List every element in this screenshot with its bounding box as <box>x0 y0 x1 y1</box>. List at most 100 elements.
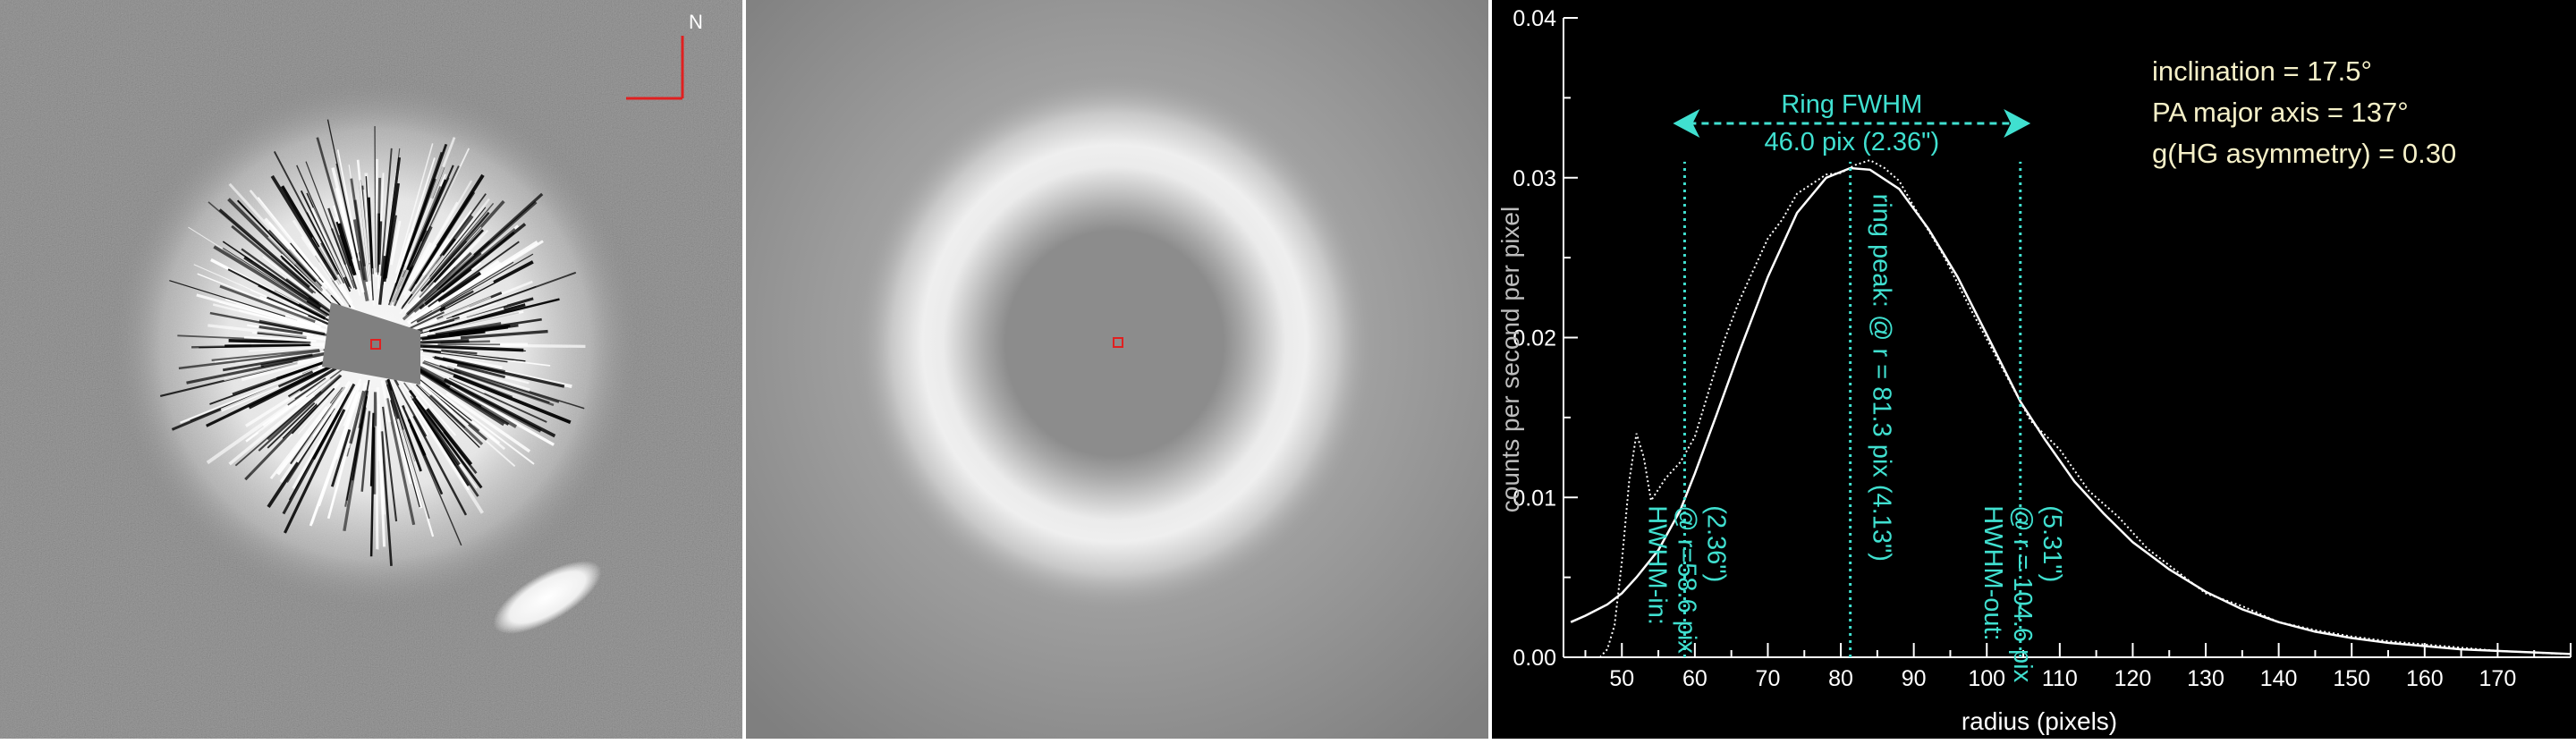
speckle-streak <box>419 378 472 422</box>
speckle-streak <box>335 187 359 268</box>
speckle-streak <box>422 307 504 333</box>
speckle-streak <box>270 174 338 282</box>
speckle-streak <box>386 398 416 526</box>
speckle-streak <box>428 298 560 333</box>
speckle-streak <box>456 363 506 379</box>
speckle-streak <box>268 229 323 287</box>
speckle-streak <box>291 387 335 435</box>
background-galaxy <box>493 561 602 634</box>
speckle-streak <box>267 402 316 449</box>
speckle-streak <box>407 244 437 291</box>
speckle-streak <box>442 355 503 370</box>
speckle-streak <box>236 199 317 283</box>
speckle-streak <box>241 356 326 382</box>
speckle-streak <box>411 261 514 325</box>
speckle-streak <box>330 429 352 487</box>
speckle-streak <box>419 366 542 433</box>
speckle-streak <box>399 275 430 315</box>
speckle-streak <box>377 221 383 265</box>
x-tick-label: 90 <box>1902 666 1927 691</box>
speckle-streak <box>407 241 433 284</box>
marker-label: @ r=58.6 pix <box>1672 505 1700 654</box>
speckle-streak <box>460 329 548 340</box>
speckle-streak <box>369 412 375 486</box>
y-tick-label: 0.02 <box>1513 326 1556 351</box>
speckle-streak <box>382 406 398 522</box>
speckle-streak <box>208 324 327 341</box>
x-axis-label: radius (pixels) <box>1962 707 2117 735</box>
speckle-streak <box>386 378 422 472</box>
speckle-streak <box>394 378 428 437</box>
speckle-streak <box>411 397 461 466</box>
speckle-streak <box>415 368 505 427</box>
speckle-streak <box>292 219 333 279</box>
speckle-streak <box>258 325 303 335</box>
marker-label: @ r = 104.6 pix <box>2008 505 2037 682</box>
speckle-streak <box>343 383 361 427</box>
fwhm-title: Ring FWHM <box>1781 90 1922 119</box>
speckle-streak <box>224 355 326 382</box>
speckle-streak <box>424 223 527 306</box>
speckle-streak <box>376 387 386 515</box>
speckle-streak <box>312 383 356 461</box>
speckle-streak <box>407 418 427 456</box>
speckle-streak <box>428 394 484 446</box>
x-tick-label: 60 <box>1682 666 1707 691</box>
speckle-streak <box>316 137 353 260</box>
speckle-streak <box>352 219 367 281</box>
speckle-streak <box>378 256 387 305</box>
speckle-streak <box>419 211 490 292</box>
speckle-streak <box>435 377 518 428</box>
speckle-streak <box>209 358 335 405</box>
speckle-streak <box>449 385 555 446</box>
speckle-streak <box>380 431 393 566</box>
speckle-streak <box>275 402 333 476</box>
speckle-streak <box>258 375 343 452</box>
speckle-streak <box>243 256 322 309</box>
fwhm-arrow-right <box>2004 108 2031 138</box>
speckle-streak <box>394 266 413 300</box>
speckle-streak <box>211 349 320 361</box>
speckle-streak <box>440 351 551 367</box>
speckle-streak <box>390 220 402 266</box>
model-parameters: inclination = 17.5° PA major axis = 137°… <box>2152 55 2456 169</box>
speckle-streak <box>448 325 509 337</box>
speckle-streak <box>390 269 410 308</box>
marker-label: HWHM-out: <box>1979 505 2007 640</box>
model-profile-line <box>1570 166 2572 655</box>
speckle-streak <box>408 173 485 292</box>
speckle-streak <box>383 182 400 283</box>
speckle-streak <box>327 207 358 290</box>
speckle-streak <box>197 273 323 324</box>
speckle-streak <box>356 159 373 300</box>
speckle-streak <box>369 427 376 557</box>
speckle-streak <box>400 165 454 287</box>
speckle-streak <box>394 143 434 274</box>
speckle-streak <box>268 385 318 424</box>
speckle-streak <box>408 311 445 330</box>
speckle-streak <box>404 226 482 313</box>
series-layer <box>1570 159 2572 658</box>
speckle-streak <box>445 301 497 322</box>
speckle-streak <box>228 393 316 466</box>
speckle-streak <box>428 241 520 308</box>
speckle-streak <box>326 119 359 258</box>
speckle-streak <box>453 374 572 425</box>
fwhm-value: 46.0 pix (2.36") <box>1764 128 1939 156</box>
speckle-streak <box>188 226 308 302</box>
marker-label: (2.36") <box>1701 505 1730 582</box>
speckle-streak <box>365 175 374 300</box>
speckle-streak <box>445 392 531 453</box>
speckle-streak <box>435 322 502 336</box>
y-tick-label: 0.01 <box>1513 486 1556 511</box>
x-tick-label: 150 <box>2333 666 2370 691</box>
speckle-streak <box>404 407 422 442</box>
speckle-streak <box>402 255 445 310</box>
speckle-streak <box>405 251 472 316</box>
speckle-streak <box>429 240 538 311</box>
north-label: N <box>689 11 703 33</box>
speckle-streak <box>283 299 336 326</box>
x-tick-label: 140 <box>2260 666 2298 691</box>
speckle-streak <box>267 235 326 294</box>
speckle-streak <box>453 368 560 403</box>
